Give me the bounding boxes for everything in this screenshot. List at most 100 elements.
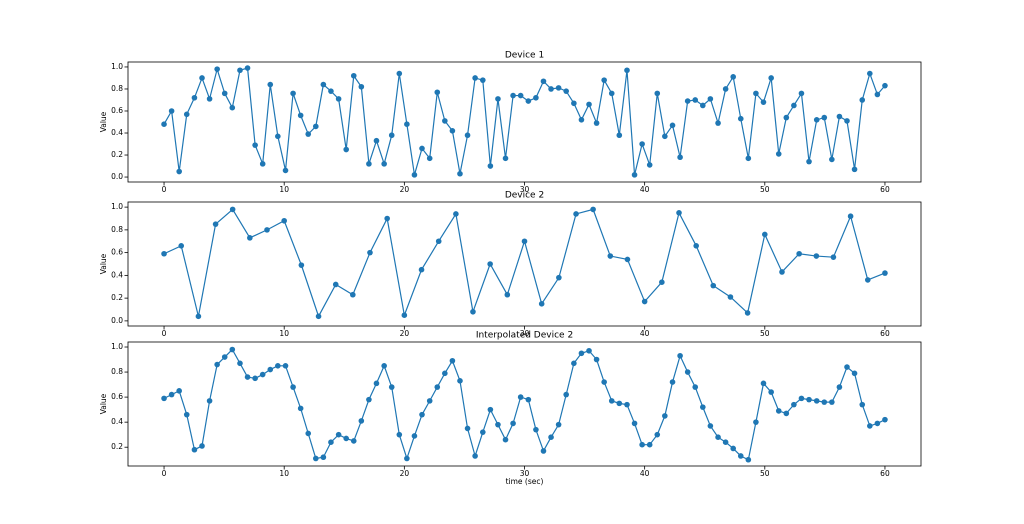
data-point	[556, 274, 562, 281]
x-tick-label: 40	[640, 329, 650, 338]
data-point	[305, 430, 312, 437]
data-point	[847, 213, 854, 220]
data-point	[168, 108, 175, 114]
data-point	[798, 90, 805, 97]
y-axis-label: Value	[99, 253, 108, 274]
data-point	[631, 172, 638, 178]
data-point	[244, 374, 251, 380]
data-point	[593, 120, 600, 126]
y-tick-label: 0.6	[111, 106, 123, 115]
subplot: Device 2 Value 0 10 20 30 40 50 60 0.0 0.2 0.4 0.6 0.…	[99, 191, 922, 338]
data-point	[206, 96, 213, 102]
data-point	[472, 453, 478, 459]
data-point	[396, 70, 403, 77]
data-point	[864, 277, 871, 283]
data-point	[844, 118, 850, 124]
data-point	[791, 401, 797, 408]
data-point	[282, 362, 289, 369]
data-point	[707, 96, 714, 102]
data-point	[867, 423, 873, 429]
data-point	[335, 96, 342, 102]
data-point	[510, 420, 516, 427]
data-point	[472, 75, 478, 81]
data-point	[259, 161, 266, 167]
data-point	[578, 350, 585, 357]
x-tick-label: 50	[760, 469, 770, 478]
subplot-title: Device 2	[505, 191, 544, 201]
data-point	[381, 362, 387, 369]
data-point	[737, 115, 744, 122]
data-point	[297, 405, 304, 412]
data-point	[358, 83, 365, 90]
data-point	[252, 375, 258, 382]
data-point	[366, 161, 372, 167]
data-point	[715, 434, 721, 440]
data-point	[573, 211, 579, 217]
data-point	[502, 155, 509, 162]
data-line	[163, 208, 886, 318]
data-point	[312, 455, 319, 462]
data-point	[312, 123, 319, 130]
data-point	[813, 116, 820, 123]
subplot: Device 1 Value 0 10 20 30 40 50 60 0.0 0.2 0.4 0.6 0.…	[99, 51, 922, 194]
x-tick-label: 10	[279, 469, 289, 478]
data-point	[700, 102, 706, 109]
data-point	[457, 170, 463, 177]
data-point	[442, 370, 448, 377]
data-point	[267, 366, 274, 373]
subplot: Interpolated Device 2 Value time (sec) 0 10 2…	[99, 331, 922, 486]
x-tick-label: 10	[279, 329, 289, 338]
data-point	[830, 254, 837, 260]
data-point	[237, 67, 243, 74]
data-point	[176, 168, 182, 175]
data-point	[624, 401, 630, 408]
data-point	[521, 238, 528, 245]
y-tick-label: 0.0	[111, 172, 123, 181]
data-point	[745, 155, 752, 162]
data-point	[571, 100, 577, 107]
data-point	[662, 133, 668, 140]
data-point	[608, 398, 615, 404]
data-point	[221, 354, 228, 360]
data-point	[237, 360, 243, 367]
data-point	[669, 379, 676, 385]
data-point	[768, 389, 774, 395]
data-point	[320, 81, 327, 88]
data-point	[435, 238, 442, 245]
data-point	[631, 420, 638, 427]
data-point	[343, 435, 349, 442]
x-tick-label: 20	[400, 469, 410, 478]
data-point	[487, 163, 494, 169]
data-point	[722, 439, 729, 446]
data-point	[212, 221, 219, 227]
data-point	[290, 384, 296, 390]
data-point	[366, 396, 372, 403]
data-point	[586, 347, 592, 354]
data-point	[601, 379, 607, 385]
data-point	[727, 294, 734, 300]
data-point	[449, 357, 456, 364]
data-point	[859, 97, 866, 103]
data-point	[183, 411, 190, 418]
x-tick-label: 30	[520, 185, 530, 194]
data-point	[646, 162, 653, 168]
data-point	[601, 77, 607, 83]
data-point	[693, 242, 699, 249]
y-tick-label: 1.0	[111, 342, 123, 351]
data-point	[247, 235, 253, 241]
data-point	[332, 281, 339, 288]
data-point	[178, 242, 185, 249]
data-point	[367, 249, 373, 256]
data-point	[191, 446, 198, 453]
data-point	[517, 394, 524, 400]
data-line	[163, 66, 886, 176]
data-point	[624, 256, 631, 263]
data-point	[608, 90, 615, 97]
data-point	[525, 396, 532, 403]
data-point	[555, 85, 562, 91]
x-tick-label: 60	[880, 185, 890, 194]
data-point	[350, 438, 357, 444]
data-point	[700, 404, 706, 410]
data-point	[206, 398, 213, 404]
y-tick-label: 0.2	[111, 150, 123, 159]
